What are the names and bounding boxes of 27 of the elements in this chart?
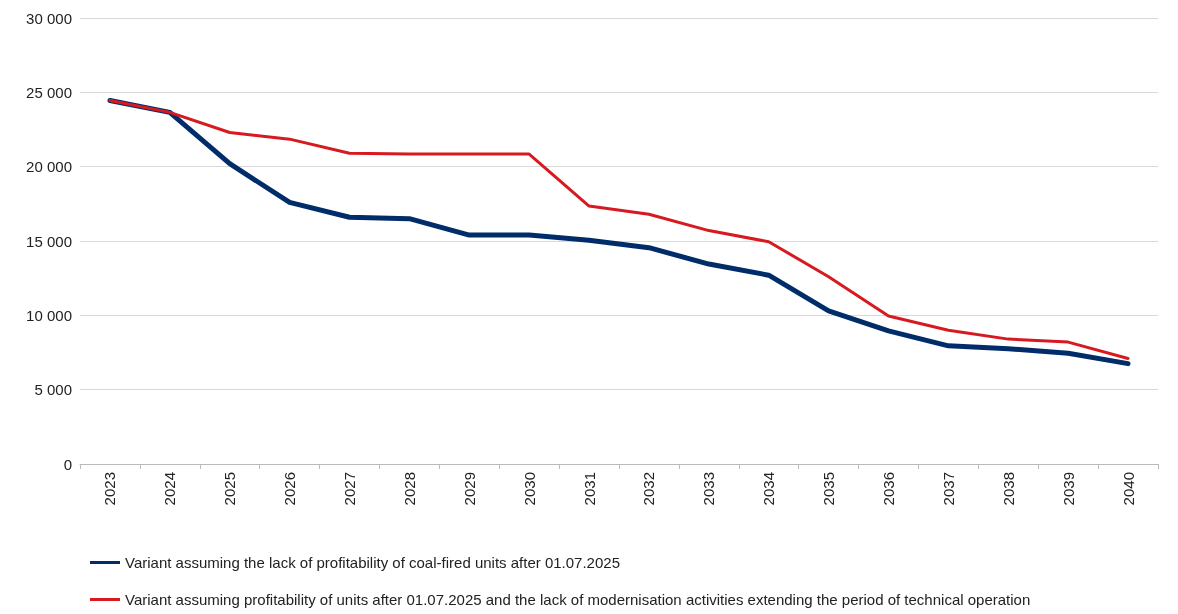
x-tick-label: 2024: [161, 472, 179, 506]
x-tick-label: 2035: [820, 472, 838, 506]
legend-label: Variant assuming the lack of profitability of coal-fired units after 01.07.2025: [125, 554, 620, 571]
x-tick-label: 2031: [580, 472, 598, 506]
x-tick-label: 2026: [281, 472, 299, 506]
x-tick-label: 2039: [1059, 472, 1077, 506]
x-tick-label: 2033: [700, 472, 718, 506]
x-tick-label: 2037: [939, 472, 957, 506]
x-tick-label: 2034: [760, 472, 778, 506]
x-tick-label: 2025: [221, 472, 239, 506]
x-tick-label: 2038: [999, 472, 1017, 506]
y-tick-label: 15 000: [26, 232, 72, 250]
y-tick-label: 0: [63, 455, 72, 473]
x-tick-label: 2027: [341, 472, 358, 506]
x-tick-label: 2023: [101, 472, 119, 506]
y-tick-label: 10 000: [26, 306, 72, 324]
x-tick-label: 2029: [460, 472, 478, 506]
y-tick-label: 20 000: [26, 158, 72, 176]
x-tick-label: 2040: [1119, 472, 1137, 506]
x-tick-label: 2036: [880, 472, 897, 506]
x-tick-label: 2030: [520, 472, 538, 506]
legend-label: Variant assuming profitability of units after 01.07.2025 and the lack of modernisation activities extending the period of technical operation: [125, 591, 1031, 608]
y-tick-label: 5 000: [34, 381, 72, 399]
y-tick-label: 25 000: [26, 83, 72, 101]
x-tick-label: 2028: [400, 472, 418, 506]
x-tick-label: 2032: [640, 472, 658, 506]
y-tick-label: 30 000: [26, 9, 72, 27]
